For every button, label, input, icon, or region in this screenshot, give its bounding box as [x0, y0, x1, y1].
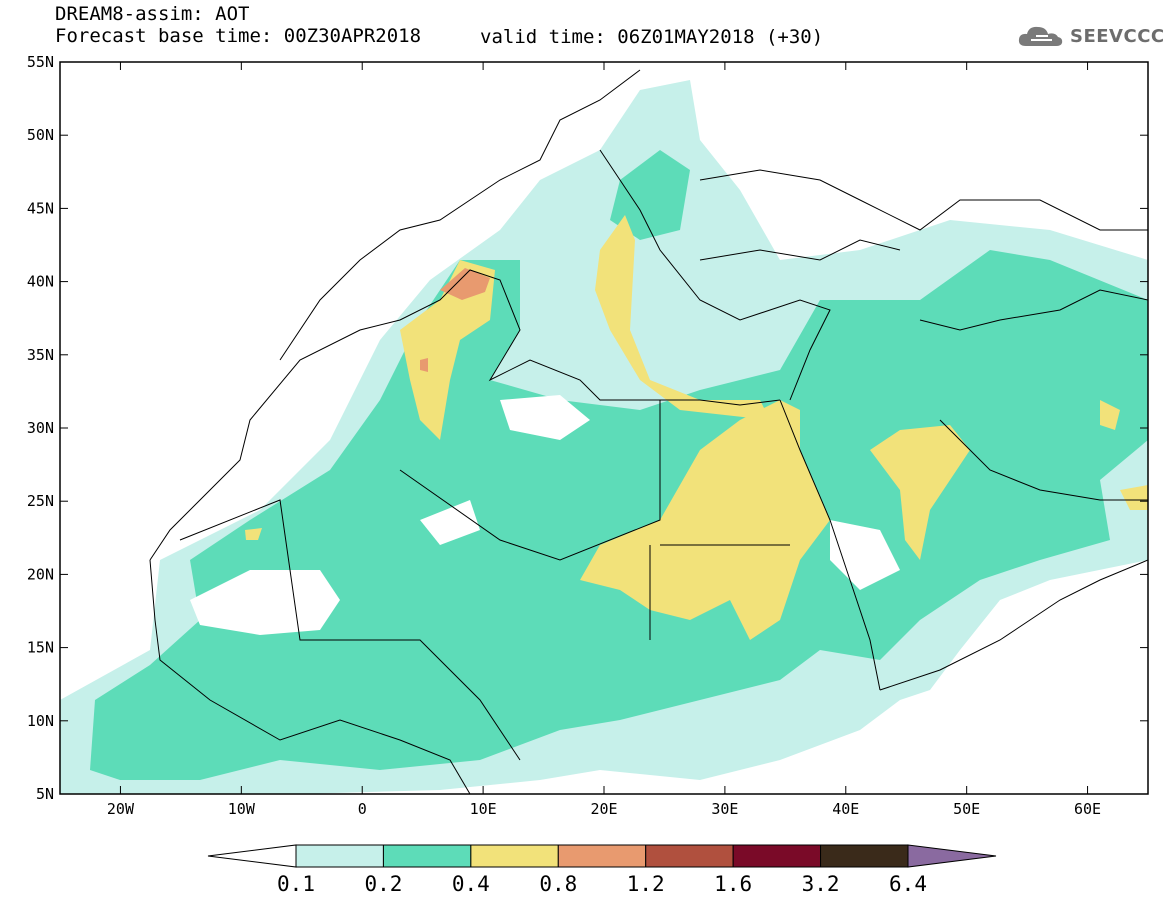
logo-text: SEEVCCC — [1070, 25, 1165, 47]
lat-tick-label: 45N — [27, 199, 54, 217]
lon-tick-label: 20E — [590, 800, 617, 818]
lat-tick-label: 50N — [27, 126, 54, 144]
colorbar-segment — [557, 844, 647, 868]
colorbar-label: 3.2 — [802, 872, 840, 896]
longitude-axis: 20W 10W 0 10E 20E 30E 40E 50E 60E — [107, 62, 1101, 818]
lon-tick-label: 30E — [711, 800, 738, 818]
base-time-label: Forecast base time: 00Z30APR2018 — [55, 25, 422, 47]
colorbar-label: 0.2 — [364, 872, 402, 896]
colorbar-segment — [820, 844, 909, 868]
aot-band-0.2 — [90, 150, 1148, 780]
lat-tick-label: 5N — [36, 785, 54, 803]
aot-band-0.8 — [420, 268, 490, 372]
lon-tick-label: 10E — [470, 800, 497, 818]
colorbar-segment — [470, 844, 559, 868]
lon-tick-label: 50E — [953, 800, 980, 818]
aot-fields — [60, 62, 1148, 794]
colorbar-label: 0.8 — [539, 872, 577, 896]
lon-tick-label: 20W — [107, 800, 135, 818]
colorbar-high-arrow — [907, 844, 997, 868]
colorbar-label: 0.1 — [277, 872, 315, 896]
lon-tick-label: 60E — [1074, 800, 1101, 818]
lat-tick-label: 20N — [27, 565, 54, 583]
cloud-icon — [1018, 26, 1063, 46]
colorbar-segment — [645, 844, 734, 868]
latitude-axis: 55N 50N 45N 40N 35N 30N 25N 20N 15N 10N 5N — [27, 53, 1148, 803]
lat-tick-label: 55N — [27, 53, 54, 71]
lon-tick-label: 0 — [358, 800, 367, 818]
lat-tick-label: 10N — [27, 712, 54, 730]
lat-tick-label: 40N — [27, 273, 54, 291]
lat-tick-label: 30N — [27, 419, 54, 437]
colorbar-label: 1.6 — [714, 872, 752, 896]
colorbar-label: 1.2 — [627, 872, 665, 896]
coastlines — [149, 69, 1148, 794]
colorbar-segment — [382, 844, 472, 868]
valid-time-label: valid time: 06Z01MAY2018 (+30) — [480, 26, 824, 48]
lat-tick-label: 35N — [27, 346, 54, 364]
lat-tick-label: 15N — [27, 639, 54, 657]
lat-tick-label: 25N — [27, 492, 54, 510]
colorbar: 0.1 0.2 0.4 0.8 1.2 1.6 3.2 6.4 — [207, 844, 997, 896]
colorbar-segment — [295, 844, 384, 868]
colorbar-label: 0.4 — [452, 872, 490, 896]
lon-tick-label: 10W — [228, 800, 256, 818]
model-title: DREAM8-assim: AOT — [55, 3, 250, 25]
aot-band-0.4 — [245, 215, 1148, 640]
colorbar-low-arrow — [207, 844, 297, 868]
colorbar-label: 6.4 — [889, 872, 927, 896]
lon-tick-label: 40E — [832, 800, 859, 818]
seevccc-logo: SEEVCCC — [1016, 22, 1165, 50]
colorbar-segment — [732, 844, 822, 868]
